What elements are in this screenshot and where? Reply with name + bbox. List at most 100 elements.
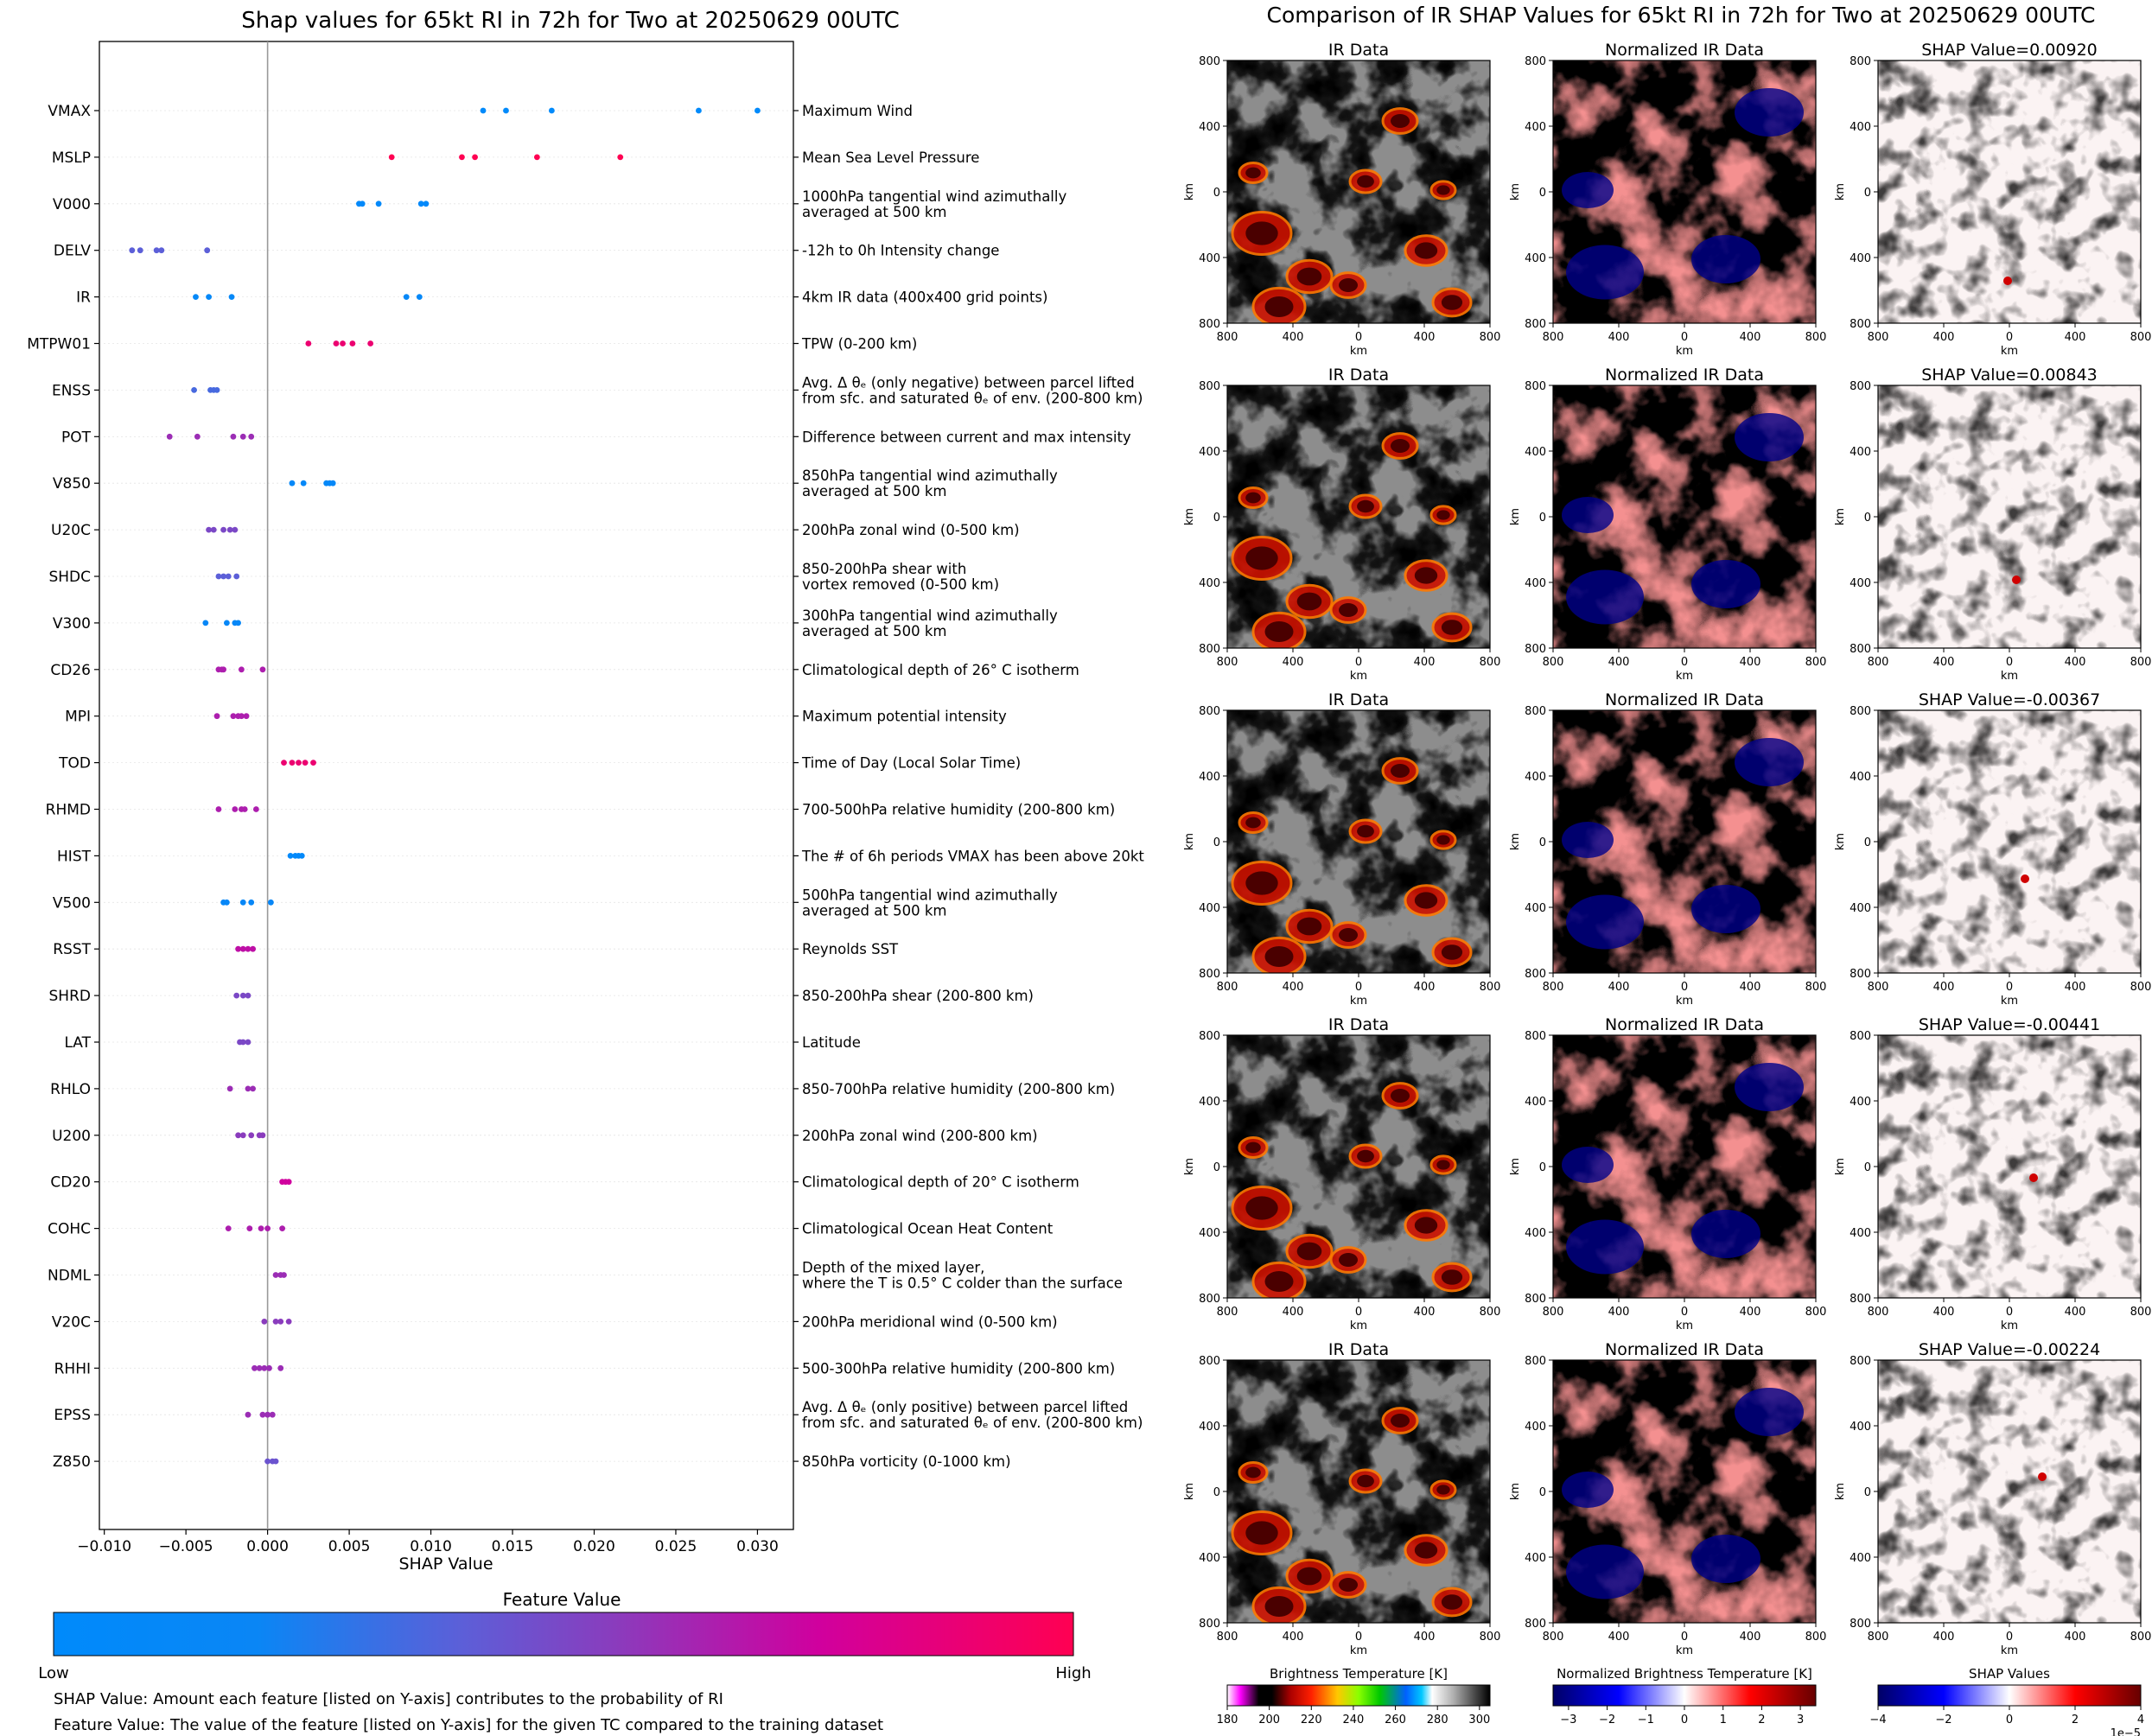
shap-point-shdc <box>233 573 240 580</box>
colorbar-tick-label: 3 <box>1797 1714 1804 1726</box>
x-tick-label: 800 <box>1480 981 1501 994</box>
ir-convection-core <box>1391 1414 1410 1428</box>
colorbar-3: SHAP Values −4 −2 0 2 41e−5 <box>1869 1666 2144 1736</box>
feature-name-labels: VMAX MSLP V000 DELV IR MTPW01 ENSS POT V850 U20C S… <box>27 103 91 1471</box>
x-tick-label: 800 <box>1805 1306 1827 1319</box>
y-tick-label: 800 <box>1199 1030 1220 1043</box>
ir-panel-image <box>1878 710 2141 973</box>
norm-cold-core <box>1691 1535 1760 1583</box>
shap-point-rsst <box>235 945 241 952</box>
norm-cold-core <box>1566 1219 1644 1275</box>
feature-name-v20c: V20C <box>52 1313 91 1331</box>
x-tick-label: 0 <box>1681 1306 1688 1319</box>
x-tick-label: 400 <box>1414 1631 1436 1644</box>
shap-hotspot <box>2003 277 2012 285</box>
feature-name-mpi: MPI <box>65 709 91 726</box>
y-tick-label: 400 <box>1199 1552 1220 1565</box>
shap-point-rhhi <box>261 1364 268 1371</box>
x-tick-label: 0 <box>2006 981 2013 994</box>
shap-point-delv <box>158 247 165 254</box>
y-tick-label: 400 <box>1199 902 1220 915</box>
y-tick-label: 0 <box>1213 187 1220 200</box>
feature-name-tod: TOD <box>58 755 91 773</box>
x-tick-label: 0 <box>1355 331 1362 344</box>
shap-point-v000 <box>417 200 424 207</box>
x-tick-label: 800 <box>1868 981 1889 994</box>
ir-convection-core <box>1264 621 1294 642</box>
x-tick-label: −0.010 <box>77 1538 131 1555</box>
x-axis-label: km <box>2001 1644 2018 1657</box>
shap-negative-layer <box>1878 1035 2141 1298</box>
x-tick-label: 800 <box>1805 1631 1827 1644</box>
ir-panel-image <box>1553 710 1816 973</box>
y-tick-label: 800 <box>1525 968 1546 981</box>
colorbar-gradient <box>1877 1684 2142 1707</box>
shap-point-u20c <box>206 526 212 533</box>
y-tick-label: 800 <box>1525 55 1546 68</box>
x-tick-label: 0 <box>2006 656 2013 669</box>
ir-convection-core <box>1339 928 1358 942</box>
feature-value-colorbar <box>53 1612 1074 1657</box>
y-tick-label: 800 <box>1199 705 1220 718</box>
feature-name-v000: V000 <box>53 196 91 213</box>
y-tick-label: 800 <box>1199 380 1220 393</box>
y-tick-label: 0 <box>1539 1161 1546 1174</box>
ir-convection-core <box>1357 1474 1374 1488</box>
ir-convection-core <box>1245 167 1261 179</box>
feature-desc-v300: averaged at 500 km <box>802 623 946 639</box>
shap-point-tod <box>281 760 287 766</box>
x-tick-label: 0 <box>2006 1631 2013 1644</box>
ir-panel-title: IR Data <box>1328 366 1389 385</box>
shap-point-u200 <box>259 1132 266 1139</box>
shap-point-pot <box>239 433 246 440</box>
shap-point-pot <box>248 433 255 440</box>
feature-desc-hist: The # of 6h periods VMAX has been above … <box>801 848 1144 864</box>
x-axis-label: km <box>1350 345 1367 358</box>
y-axis-label: km <box>1834 508 1847 525</box>
feature-name-u20c: U20C <box>51 522 91 539</box>
x-tick-label: 400 <box>1740 331 1761 344</box>
shap-point-rhhi <box>251 1364 258 1371</box>
x-tick-label: 400 <box>2065 331 2086 344</box>
x-tick-label: 400 <box>1933 1631 1955 1644</box>
norm-cold-core <box>1735 1388 1804 1436</box>
x-tick-label: 800 <box>1543 656 1564 669</box>
ir-comparison-title: Comparison of IR SHAP Values for 65kt RI… <box>1267 3 2096 28</box>
y-tick-label: 400 <box>1525 577 1546 590</box>
shap-negative-layer <box>1878 1360 2141 1623</box>
x-tick-label: 0 <box>2006 331 2013 344</box>
colorbar-tick-label: 1 <box>1720 1714 1727 1726</box>
x-tick-label: 0 <box>1355 656 1362 669</box>
y-tick-label: 800 <box>1525 1030 1546 1043</box>
ir-panel-image <box>1878 1035 2141 1298</box>
shap-point-delv <box>204 247 211 254</box>
ir-convection-core <box>1414 242 1438 259</box>
feature-desc-rhmd: 700-500hPa relative humidity (200-800 km… <box>802 802 1115 818</box>
ir-colorbars: Brightness Temperature [K]180 200 220 240 26… <box>1217 1666 2145 1736</box>
ir-panel-row4-col2: Normalized IR Data8008004004000040040080… <box>1509 1015 1826 1332</box>
ir-panel-title: Normalized IR Data <box>1605 366 1764 385</box>
shap-point-lat <box>245 1039 251 1046</box>
colorbar-gradient <box>1552 1684 1817 1707</box>
x-tick-label: 800 <box>2130 331 2152 344</box>
colorbar-tick-label: 200 <box>1258 1714 1280 1726</box>
ir-panel-title: IR Data <box>1328 1340 1389 1359</box>
y-tick-label: 400 <box>1199 1227 1220 1240</box>
feature-name-enss: ENSS <box>52 382 91 399</box>
ir-panel-image <box>1227 1360 1490 1623</box>
x-tick-label: 400 <box>1740 1306 1761 1319</box>
feature-desc-u200: 200hPa zonal wind (200-800 km) <box>802 1128 1038 1144</box>
feature-name-v500: V500 <box>53 894 91 912</box>
feature-gridlines <box>94 110 799 1462</box>
shap-point-enss <box>191 387 197 393</box>
ir-convection-core <box>1245 871 1278 895</box>
y-tick-label: 0 <box>1213 836 1220 849</box>
shap-point-cohc <box>264 1225 271 1231</box>
ir-panel-title: IR Data <box>1328 690 1389 709</box>
shap-hotspot <box>2012 575 2021 584</box>
shap-point-pot <box>230 433 237 440</box>
y-tick-label: 800 <box>1199 643 1220 656</box>
ir-panel-row1-col3: SHAP Value=0.009208008004004000040040080… <box>1834 41 2151 358</box>
shap-point-hist <box>287 853 294 859</box>
